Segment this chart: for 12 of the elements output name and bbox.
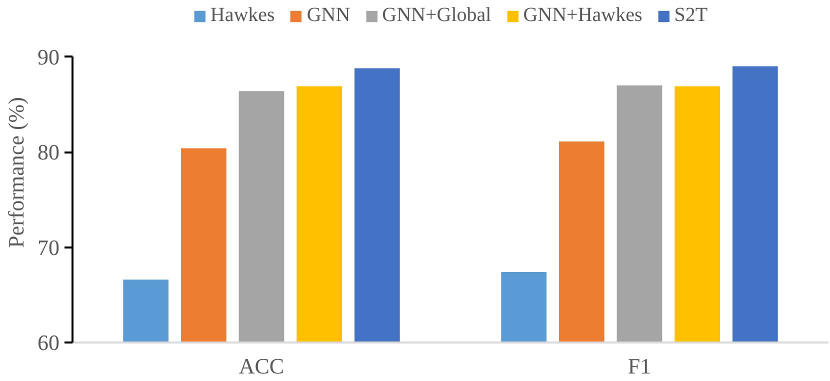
x-tick-label: ACC: [238, 354, 284, 378]
legend-label: GNN+Global: [382, 4, 492, 27]
legend-label: Hawkes: [210, 4, 275, 27]
x-tick-label: F1: [628, 354, 652, 378]
y-tick-label: 80: [38, 140, 60, 165]
y-tick-label: 70: [38, 234, 60, 260]
legend-label: S2T: [674, 4, 708, 27]
y-tick-label: 90: [38, 44, 60, 70]
y-axis-title: Performance (%): [4, 97, 28, 248]
y-tick-label: 60: [38, 330, 60, 355]
legend-label: GNN: [306, 4, 350, 27]
legend-label: GNN+Hawkes: [523, 4, 642, 27]
